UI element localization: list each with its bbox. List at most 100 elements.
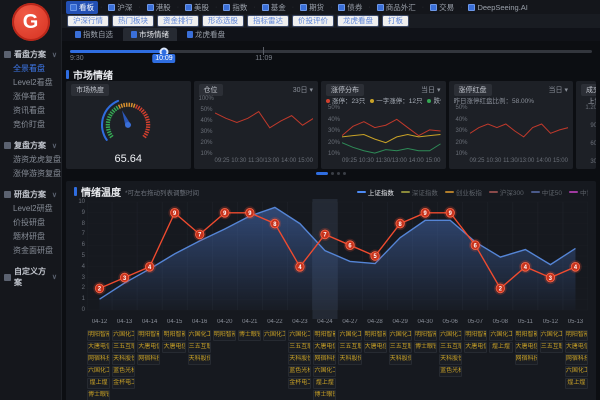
sidebar-item-0-0[interactable]: 全景看盘 (0, 62, 61, 76)
stock-name-tag[interactable]: 天科股份 (188, 354, 211, 365)
stock-name-tag[interactable]: 网宿科技 (515, 354, 538, 365)
stock-name-tag[interactable]: 天科股份 (288, 354, 311, 365)
menu-item-4[interactable]: 指数 (219, 1, 251, 14)
stock-name-tag[interactable]: 天科股份 (338, 354, 361, 365)
legend-创业板指[interactable]: 创业板指 (445, 187, 482, 197)
stock-name-tag[interactable]: 博士眼镜 (238, 330, 261, 341)
menu-item-10[interactable]: DeepSeeing.AI (464, 2, 531, 13)
stock-name-tag[interactable]: 大唐电信 (515, 342, 538, 353)
pagination-dot[interactable] (337, 172, 340, 175)
stock-name-tag[interactable]: 六国化工 (188, 330, 211, 341)
tab-2[interactable]: 龙虎看盘 (179, 28, 233, 41)
stock-name-tag[interactable]: 网宿科技 (565, 354, 588, 365)
sidebar-item-0-4[interactable]: 竞价盯盘 (0, 118, 61, 132)
stock-name-tag[interactable]: 三五互联 (112, 342, 135, 353)
stock-name-tag[interactable]: 天科股份 (439, 354, 462, 365)
subnav-button-2[interactable]: 资金排行 (157, 15, 199, 27)
stock-name-tag[interactable]: 大唐电信 (464, 342, 487, 353)
stock-name-tag[interactable]: 博士眼镜 (414, 342, 437, 353)
pagination-dot[interactable] (331, 172, 334, 175)
stock-name-tag[interactable]: 大唐电信 (565, 342, 588, 353)
sidebar-section-header-0[interactable]: 看盘方案∨ (0, 47, 61, 62)
stock-name-tag[interactable]: 明阳智能 (162, 330, 185, 341)
stock-name-tag[interactable]: 六国化工 (87, 366, 110, 377)
menu-item-5[interactable]: 基金 (258, 1, 290, 14)
stock-name-tag[interactable]: 明阳智能 (87, 330, 110, 341)
tab-1[interactable]: 市场情绪 (123, 28, 177, 41)
menu-item-3[interactable]: 美股 (181, 1, 213, 14)
sidebar-section-header-1[interactable]: 复盘方案∨ (0, 138, 61, 153)
legend-深证指数[interactable]: 深证指数 (401, 187, 438, 197)
sidebar-item-1-0[interactable]: 游资龙虎复盘 (0, 153, 61, 167)
legend-上证指数[interactable]: 上证指数 (357, 187, 394, 197)
stock-name-tag[interactable]: 六国化工 (565, 366, 588, 377)
stock-name-tag[interactable]: 网宿科技 (313, 354, 336, 365)
stock-name-tag[interactable]: 大唐电信 (137, 342, 160, 353)
stock-name-tag[interactable]: 明阳智能 (213, 330, 236, 341)
legend-中证500[interactable]: 中证500 (569, 187, 588, 197)
stock-name-tag[interactable]: 网宿科技 (137, 354, 160, 365)
stock-name-tag[interactable]: 天科股份 (389, 354, 412, 365)
stock-name-tag[interactable]: 三五互联 (188, 342, 211, 353)
subnav-button-3[interactable]: 形态选股 (202, 15, 244, 27)
stock-name-tag[interactable]: 六国化工 (263, 330, 286, 341)
stock-name-tag[interactable]: 明阳智能 (414, 330, 437, 341)
stock-name-tag[interactable]: 博士眼镜 (87, 390, 110, 400)
stock-name-tag[interactable]: 六国化工 (389, 330, 412, 341)
stock-name-tag[interactable]: 金杯电工 (288, 378, 311, 389)
stock-name-tag[interactable]: 六国化工 (338, 330, 361, 341)
app-logo[interactable]: G (12, 3, 50, 41)
stock-name-tag[interactable]: 博士眼镜 (313, 390, 336, 400)
stock-name-tag[interactable]: 六国化工 (112, 330, 135, 341)
position-range-dropdown[interactable]: 30日 ▾ (293, 85, 313, 95)
pagination-active-pill[interactable] (316, 172, 328, 175)
menu-item-6[interactable]: 期货 (296, 1, 328, 14)
menu-item-1[interactable]: 沪深 (104, 1, 136, 14)
subnav-button-1[interactable]: 热门板块 (112, 15, 154, 27)
stock-name-tag[interactable]: 煌上煌 (313, 378, 336, 389)
sidebar-section-header-2[interactable]: 研盘方案∨ (0, 187, 61, 202)
sidebar-item-0-2[interactable]: 涨停看盘 (0, 90, 61, 104)
stock-name-tag[interactable]: 三五互联 (389, 342, 412, 353)
sidebar-item-2-0[interactable]: Level2研盘 (0, 202, 61, 216)
stock-name-tag[interactable]: 三五互联 (288, 342, 311, 353)
stock-name-tag[interactable]: 三五互联 (540, 342, 563, 353)
stock-name-tag[interactable]: 六国化工 (489, 330, 512, 341)
stock-name-tag[interactable]: 煌上煌 (87, 378, 110, 389)
subnav-button-4[interactable]: 指标雷达 (247, 15, 289, 27)
sidebar-item-1-1[interactable]: 涨停游资复盘 (0, 167, 61, 181)
sidebar-item-0-1[interactable]: Level2看盘 (0, 76, 61, 90)
stock-name-tag[interactable]: 明阳智能 (565, 330, 588, 341)
stock-name-tag[interactable]: 蓝色光标 (112, 366, 135, 377)
legend-沪深300[interactable]: 沪深300 (489, 187, 524, 197)
sidebar-item-2-2[interactable]: 题材研盘 (0, 230, 61, 244)
legend-中证50[interactable]: 中证50 (531, 187, 562, 197)
stock-name-tag[interactable]: 六国化工 (313, 366, 336, 377)
subnav-button-6[interactable]: 龙虎看盘 (337, 15, 379, 27)
stock-name-tag[interactable]: 天科股份 (112, 354, 135, 365)
stock-name-tag[interactable]: 明阳智能 (464, 330, 487, 341)
subnav-button-7[interactable]: 打板 (382, 15, 409, 27)
stock-name-tag[interactable]: 明阳智能 (313, 330, 336, 341)
menu-item-9[interactable]: 交易 (426, 1, 458, 14)
stock-name-tag[interactable]: 六国化工 (439, 330, 462, 341)
tab-0[interactable]: 指数自选 (67, 28, 121, 41)
stock-name-tag[interactable]: 金杯电工 (112, 378, 135, 389)
limit-red-range-dropdown[interactable]: 当日 ▾ (549, 85, 568, 95)
sidebar-item-2-1[interactable]: 价投研盘 (0, 216, 61, 230)
subnav-button-0[interactable]: 沪深行情 (67, 15, 109, 27)
subnav-button-5[interactable]: 价投评价 (292, 15, 334, 27)
stock-name-tag[interactable]: 明阳智能 (137, 330, 160, 341)
stock-name-tag[interactable]: 煌上煌 (489, 342, 512, 353)
sidebar-section-header-3[interactable]: 自定义方案∨ (0, 264, 61, 290)
stock-name-tag[interactable]: 六国化工 (540, 330, 563, 341)
stock-name-tag[interactable]: 三五互联 (439, 342, 462, 353)
stock-name-tag[interactable]: 大唐电信 (162, 342, 185, 353)
menu-item-0[interactable]: 看板 (66, 1, 98, 14)
sidebar-item-2-3[interactable]: 资金面研盘 (0, 244, 61, 258)
stock-name-tag[interactable]: 网宿科技 (87, 354, 110, 365)
stock-name-tag[interactable]: 明阳智能 (515, 330, 538, 341)
stock-name-tag[interactable]: 煌上煌 (565, 378, 588, 389)
menu-item-7[interactable]: 债券 (334, 1, 366, 14)
stock-name-tag[interactable]: 三五互联 (338, 342, 361, 353)
